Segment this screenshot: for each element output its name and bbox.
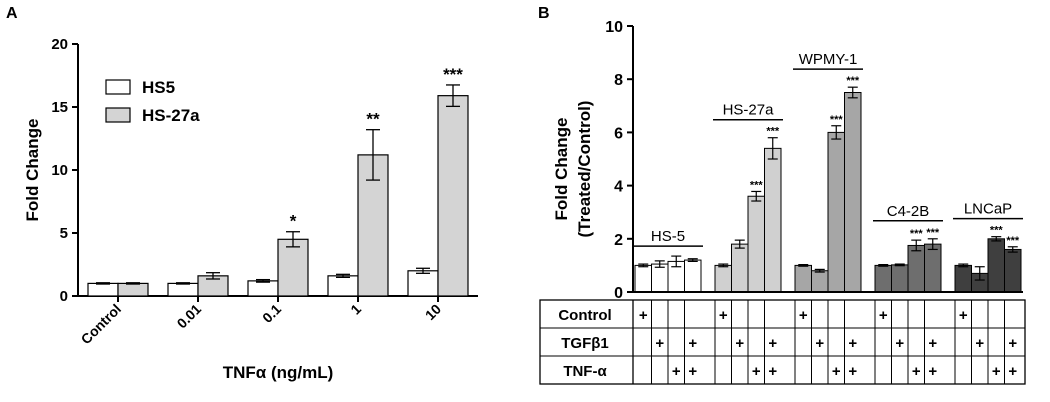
panel-b-table-mark: +	[735, 335, 744, 352]
panel-b-y-tick-label: 0	[614, 285, 623, 302]
panel-b-group-label: WPMY-1	[799, 51, 858, 68]
panel-b-y-tick-label: 6	[614, 125, 623, 142]
panel-b-table-mark: +	[719, 307, 728, 324]
panel-b-table-mark: +	[688, 363, 697, 380]
panel-b-table-mark: +	[975, 335, 984, 352]
panel-a-bar	[407, 270, 439, 297]
panel-b-group-label: HS-5	[651, 228, 685, 245]
panel-b-table-border	[539, 299, 1026, 385]
panel-b-table-mark: +	[1008, 335, 1017, 352]
panel-b-y-tick-label: 2	[614, 232, 623, 249]
panel-b-table-mark: +	[815, 335, 824, 352]
panel-a-bar	[277, 238, 309, 297]
panel-b-table-mark: +	[752, 363, 761, 380]
panel-b-bar	[794, 264, 812, 293]
panel-b-significance-label: ***	[990, 225, 1004, 237]
panel-b-significance-label: ***	[750, 179, 764, 191]
panel-b-y-axis-label: Fold Change	[552, 118, 571, 221]
panel-a-legend-swatch	[105, 107, 131, 123]
panel-b-table-mark: +	[992, 363, 1001, 380]
panel-a-significance-label: *	[290, 212, 297, 231]
panel-b-y-tick-label: 10	[605, 19, 623, 36]
panel-a-y-axis-label: Fold Change	[23, 119, 42, 222]
panel-a-bar	[437, 95, 469, 297]
panel-b-bar	[924, 243, 942, 293]
panel-a-y-tick-label: 5	[60, 225, 68, 242]
panel-b-table-mark: +	[799, 307, 808, 324]
panel-b-significance-label: ***	[910, 228, 924, 240]
panel-b-table-mark: +	[879, 307, 888, 324]
panel-b-y-axis-label: (Treated/Control)	[575, 101, 594, 238]
panel-b-bar	[1004, 248, 1022, 293]
panel-b-table-row-label: Control	[558, 307, 611, 324]
panel-b-y-tick-label: 8	[614, 72, 623, 89]
panel-a-significance-label: ***	[443, 65, 463, 84]
panel-b-label: B	[538, 5, 550, 22]
panel-b-table-row-label: TNF-α	[563, 363, 607, 380]
panel-a-x-axis-label: TNFα (ng/mL)	[223, 363, 334, 382]
panel-b-bar	[811, 270, 829, 293]
panel-a-legend-label: HS5	[142, 78, 175, 97]
panel-b-table-mark: +	[672, 363, 681, 380]
panel-b-bar	[651, 263, 669, 293]
panel-b-bar	[714, 264, 732, 293]
panel-b-significance-label: ***	[846, 75, 860, 87]
panel-b-table-mark: +	[639, 307, 648, 324]
panel-b-table-mark: +	[848, 335, 857, 352]
panel-b-table-mark: +	[768, 335, 777, 352]
panel-b-bar	[684, 259, 702, 293]
panel-b-bar	[907, 244, 925, 293]
panel-a-legend-swatch	[105, 79, 131, 95]
panel-b-y-tick-label: 4	[614, 179, 623, 196]
panel-a-y-tick-label: 10	[51, 162, 68, 179]
panel-b-table-mark: +	[928, 363, 937, 380]
panel-b-bar	[731, 243, 749, 293]
panel-b-significance-label: ***	[830, 114, 844, 126]
panel-b-bar	[844, 92, 862, 293]
panel-b-table-mark: +	[832, 363, 841, 380]
panel-b-significance-label: ***	[926, 227, 940, 239]
panel-b-table-row-label: TGFβ1	[561, 335, 609, 352]
panel-b-significance-label: ***	[766, 126, 780, 138]
panel-a-legend-label: HS-27a	[142, 106, 200, 125]
panel-a-label: A	[6, 5, 18, 22]
panel-a-y-tick-label: 15	[51, 99, 68, 116]
panel-b-table-mark: +	[848, 363, 857, 380]
panel-b-bar	[874, 264, 892, 293]
panel-b-bar	[987, 238, 1005, 293]
panel-a-significance-label: **	[366, 110, 380, 129]
panel-b-bar	[827, 131, 845, 293]
panel-b-bar	[747, 195, 765, 293]
panel-b-table-mark: +	[688, 335, 697, 352]
panel-b-group-label: LNCaP	[964, 201, 1012, 218]
panel-b-table-mark: +	[655, 335, 664, 352]
panel-b-bar	[891, 264, 909, 293]
panel-b-table-mark: +	[1008, 363, 1017, 380]
panel-b-table-mark: +	[895, 335, 904, 352]
panel-b-table-mark: +	[959, 307, 968, 324]
panel-b-table-mark: +	[768, 363, 777, 380]
panel-a-y-tick-label: 20	[51, 36, 68, 53]
panel-b-bar	[634, 264, 652, 293]
panel-b-table-mark: +	[928, 335, 937, 352]
panel-b-bar	[954, 264, 972, 293]
panel-b-group-label: C4-2B	[887, 203, 930, 220]
panel-a-y-tick-label: 0	[60, 288, 68, 305]
panel-b-group-label: HS-27a	[723, 102, 775, 119]
panel-b-significance-label: ***	[1006, 235, 1020, 247]
panel-b-bar	[764, 147, 782, 293]
panel-b-table-mark: +	[912, 363, 921, 380]
